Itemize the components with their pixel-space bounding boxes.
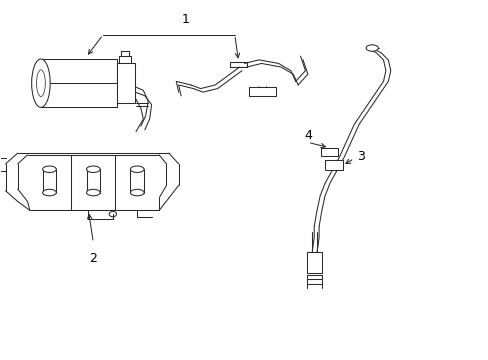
Ellipse shape — [130, 166, 144, 172]
Ellipse shape — [130, 189, 144, 196]
Bar — [116, 63, 135, 103]
Ellipse shape — [32, 59, 50, 107]
Ellipse shape — [42, 166, 56, 172]
Bar — [325, 160, 342, 170]
Ellipse shape — [109, 211, 116, 217]
Text: 2: 2 — [89, 252, 97, 265]
Bar — [320, 148, 337, 156]
Ellipse shape — [86, 189, 100, 196]
Ellipse shape — [86, 166, 100, 172]
Ellipse shape — [366, 45, 378, 51]
Ellipse shape — [42, 189, 56, 196]
Text: 1: 1 — [182, 13, 189, 26]
Text: 3: 3 — [356, 150, 364, 163]
Ellipse shape — [37, 70, 45, 96]
Text: 4: 4 — [304, 129, 311, 142]
Bar — [306, 252, 321, 273]
Bar — [249, 87, 276, 96]
